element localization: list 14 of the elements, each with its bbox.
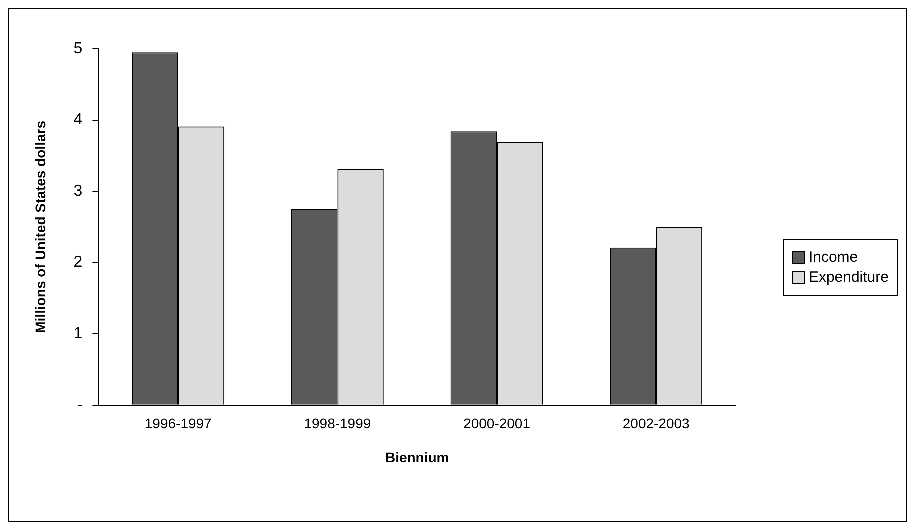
x-axis-title: Biennium [385,449,450,466]
y-tick-label: 1 [74,326,83,343]
legend-label: Income [808,249,858,266]
y-tick-label: 4 [74,112,83,129]
x-tick-label: 2002-2003 [622,416,690,432]
y-axis-title: Millions of United States dollars [32,120,48,334]
x-tick-label: 2000-2001 [464,416,531,432]
y-tick-label: 3 [74,182,83,200]
x-tick-label: 1998-1999 [304,416,372,432]
y-tick-label: - [77,396,83,414]
y-tick-label: 5 [74,40,83,58]
legend-label: Expenditure [808,269,889,286]
y-tick-label: 2 [74,254,83,272]
x-tick-label: 1996-1997 [144,416,212,432]
